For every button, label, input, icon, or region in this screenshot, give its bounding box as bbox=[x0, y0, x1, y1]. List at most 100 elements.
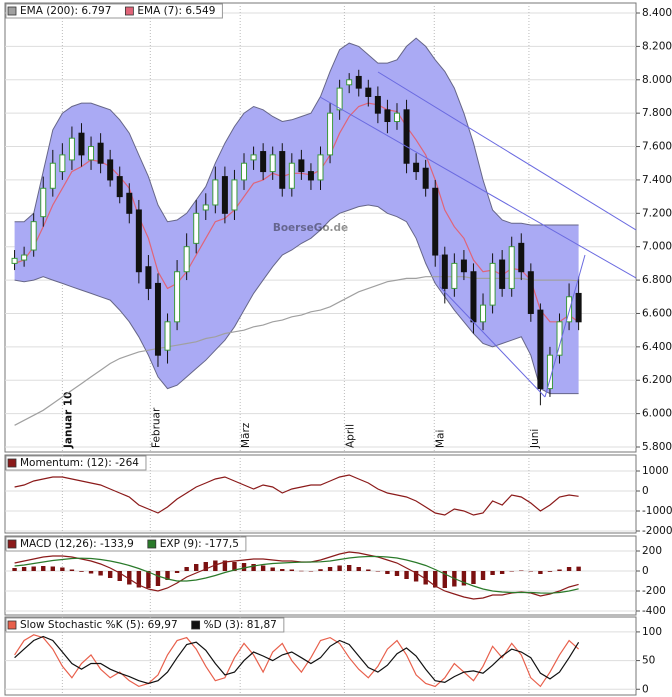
x-tick-label: März bbox=[240, 422, 252, 448]
y-tick-label: 5.800 bbox=[642, 441, 672, 453]
histogram-bar bbox=[499, 571, 505, 574]
y-tick-label: 100 bbox=[642, 626, 662, 638]
candle-body bbox=[145, 266, 152, 289]
y-tick-label: 0 bbox=[642, 565, 649, 577]
legend-background bbox=[5, 455, 147, 471]
histogram-bar bbox=[12, 568, 17, 571]
y-tick-label: -2000 bbox=[642, 525, 672, 537]
candle-body bbox=[30, 221, 37, 251]
legend: EMA (200): 6.797 EMA (7): 6.549 bbox=[5, 3, 223, 19]
candle-body bbox=[413, 162, 420, 173]
candle-body bbox=[174, 271, 181, 323]
band-edge bbox=[14, 204, 579, 395]
y-tick-label: 7.800 bbox=[642, 107, 672, 119]
legend-swatch bbox=[7, 458, 17, 468]
histogram-bar bbox=[117, 571, 122, 581]
candle-body bbox=[307, 171, 314, 181]
histogram-bar bbox=[490, 571, 495, 575]
candle-body bbox=[451, 262, 458, 289]
candle-body bbox=[11, 257, 18, 264]
histogram-bar bbox=[79, 571, 84, 572]
candle-body bbox=[336, 87, 343, 111]
trend-line bbox=[377, 71, 637, 231]
y-tick-label: 8.400 bbox=[642, 7, 672, 19]
histogram-bar bbox=[21, 567, 27, 571]
y-tick-label: 7.600 bbox=[642, 141, 672, 153]
x-tick-label: April bbox=[344, 424, 356, 448]
histogram-bar bbox=[251, 564, 256, 571]
candle-body bbox=[508, 246, 515, 289]
candle-body bbox=[537, 309, 544, 390]
y-tick-label: 8.000 bbox=[642, 74, 672, 86]
candle-body bbox=[317, 154, 324, 181]
histogram-bar bbox=[413, 571, 419, 582]
histogram-bar bbox=[308, 571, 314, 572]
y-tick-label: 6.400 bbox=[642, 341, 672, 353]
candle-body bbox=[107, 159, 114, 181]
y-tick-label: 6.200 bbox=[642, 374, 672, 386]
candle-body bbox=[575, 292, 582, 323]
panels: 5.800 6.000 6.200 6.400 6.600 6.800 7.000 7.200… bbox=[4, 2, 672, 696]
candle-body bbox=[88, 146, 95, 161]
histogram-bar bbox=[165, 571, 170, 580]
x-tick-label: Mai bbox=[434, 430, 446, 448]
trend-line bbox=[439, 286, 546, 398]
histogram-bar bbox=[289, 569, 295, 571]
legend-background bbox=[5, 3, 223, 19]
legend-background bbox=[5, 617, 285, 633]
candle-body bbox=[279, 151, 286, 189]
legend-label: EXP (9): -177,5 bbox=[160, 538, 239, 550]
candle-body bbox=[164, 321, 171, 351]
y-tick-label: -1000 bbox=[642, 505, 672, 517]
candle-body bbox=[556, 321, 563, 356]
candle-body bbox=[355, 75, 362, 89]
legend-label: Momentum: (12): -264 bbox=[20, 457, 139, 469]
y-tick-label: 0 bbox=[642, 683, 649, 695]
x-tick-label: Januar 10 bbox=[62, 392, 74, 449]
legend-swatch bbox=[191, 620, 201, 630]
candle-body bbox=[154, 282, 161, 356]
y-tick-label: 6.800 bbox=[642, 274, 672, 286]
legend-swatch bbox=[147, 539, 157, 549]
series-line bbox=[14, 551, 579, 600]
legend-swatch bbox=[124, 6, 134, 16]
histogram-bar bbox=[375, 571, 381, 572]
histogram-bar bbox=[385, 571, 390, 574]
histogram-bar bbox=[260, 565, 266, 571]
histogram-bar bbox=[576, 566, 581, 571]
histogram-bar bbox=[88, 571, 94, 574]
candle-body bbox=[460, 259, 467, 273]
histogram-bar bbox=[270, 567, 275, 571]
histogram-bar bbox=[356, 567, 361, 571]
candle-body bbox=[393, 112, 400, 123]
candle-body bbox=[441, 254, 448, 289]
histogram-bar bbox=[366, 569, 371, 571]
legend-label: Slow Stochastic %K (5): 69,97 bbox=[20, 619, 178, 631]
histogram-bar bbox=[519, 570, 524, 571]
histogram-bar bbox=[69, 569, 75, 571]
candle-body bbox=[298, 159, 305, 173]
series-line bbox=[14, 276, 579, 426]
histogram-bar bbox=[442, 571, 447, 588]
candle-body bbox=[288, 162, 295, 189]
histogram-bar bbox=[404, 571, 409, 579]
candle-body bbox=[403, 109, 410, 164]
histogram-bar bbox=[50, 566, 56, 571]
legend-label: %D (3): 81,87 bbox=[204, 619, 277, 631]
histogram-bar bbox=[146, 571, 151, 588]
histogram-bar bbox=[346, 565, 352, 571]
watermark: BoerseGo.de bbox=[273, 222, 348, 234]
histogram-bar bbox=[528, 571, 534, 572]
candle-body bbox=[241, 162, 248, 181]
histogram-bar bbox=[423, 571, 428, 585]
candle-body bbox=[49, 162, 56, 189]
histogram-bar bbox=[98, 571, 103, 576]
legend-swatch bbox=[7, 620, 17, 630]
histogram-bar bbox=[280, 569, 285, 571]
candle-body bbox=[499, 259, 506, 289]
candle-body bbox=[422, 167, 429, 189]
y-tick-label: 8.200 bbox=[642, 40, 672, 52]
legend: Slow Stochastic %K (5): 69,97 %D (3): 81,… bbox=[5, 617, 285, 633]
legend-swatch bbox=[7, 6, 17, 16]
